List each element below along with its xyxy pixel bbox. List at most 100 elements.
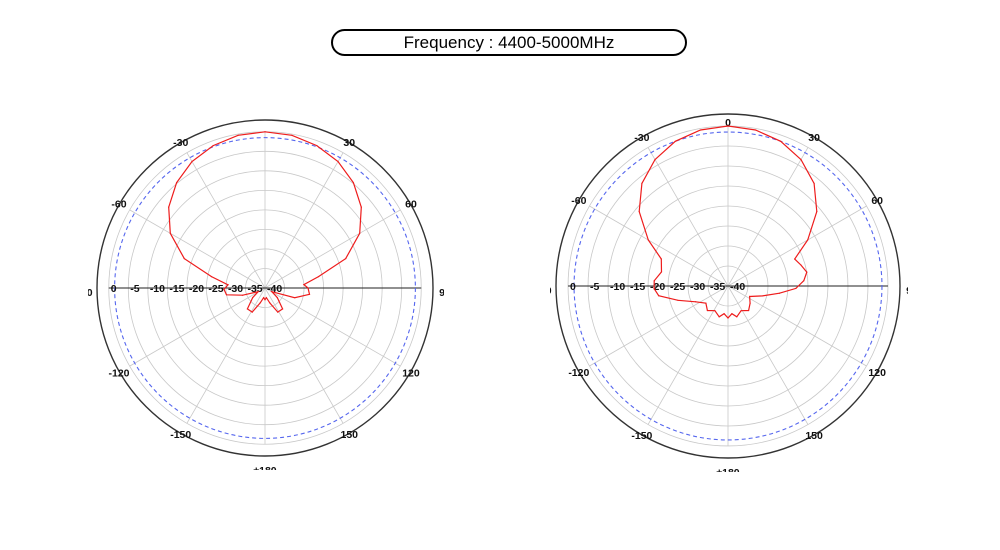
- pattern-data-point: [242, 294, 244, 296]
- pattern-data-point: [223, 288, 225, 291]
- polar-spoke: [589, 205, 729, 287]
- angle-tick-label: 60: [871, 195, 883, 207]
- polar-spoke: [727, 147, 809, 287]
- radial-tick-label: -15: [630, 281, 645, 293]
- pattern-data-point: [736, 316, 738, 318]
- polar-spoke: [186, 152, 266, 289]
- reference-dashed-ring: [114, 137, 416, 439]
- angle-tick-label: -150: [631, 430, 652, 442]
- pattern-data-point: [360, 206, 362, 208]
- polar-spoke: [647, 285, 729, 425]
- radiation-pattern-trace: [638, 125, 818, 319]
- pattern-data-point: [747, 309, 750, 312]
- pattern-data-point: [281, 308, 284, 310]
- radial-tick-label: -40: [730, 281, 745, 293]
- angle-tick-label: 30: [343, 137, 355, 149]
- angle-tick-label: -60: [571, 195, 586, 207]
- pattern-data-point: [695, 301, 697, 303]
- pattern-data-point: [183, 258, 185, 260]
- pattern-data-point: [714, 310, 716, 312]
- pattern-data-point: [807, 239, 809, 241]
- pattern-data-point: [800, 158, 802, 161]
- pattern-data-point: [778, 292, 781, 294]
- pattern-data-point: [754, 129, 757, 131]
- pattern-data-point: [276, 297, 278, 299]
- pattern-data-point: [748, 295, 751, 298]
- radial-tick-label: -30: [228, 283, 243, 295]
- angle-tick-label: -90: [550, 285, 552, 297]
- pattern-data-point: [210, 276, 213, 278]
- pattern-data-point: [337, 160, 339, 163]
- pattern-data-point: [816, 210, 818, 213]
- pattern-data-point: [795, 287, 797, 289]
- pattern-data-point: [718, 316, 720, 318]
- pattern-data-point: [265, 297, 267, 299]
- pattern-data-point: [727, 317, 729, 319]
- pattern-data-point: [168, 206, 170, 208]
- angle-tick-label: 150: [341, 429, 359, 441]
- angle-tick-label: -30: [634, 132, 649, 144]
- pattern-data-point: [316, 144, 318, 147]
- polar-spoke: [186, 287, 266, 424]
- angle-tick-label: ±180: [253, 465, 276, 470]
- radial-tick-label: -25: [670, 281, 685, 293]
- angle-tick-label: -90: [88, 287, 93, 299]
- radial-tick-label: -35: [247, 283, 262, 295]
- pattern-data-point: [212, 144, 214, 147]
- pattern-data-point: [677, 299, 679, 301]
- pattern-data-point: [294, 297, 296, 299]
- pattern-data-point: [251, 311, 253, 313]
- polar-outer-ring: [555, 113, 901, 459]
- pattern-data-point: [352, 182, 354, 184]
- polar-spoke: [264, 209, 401, 289]
- pattern-data-point: [638, 210, 640, 213]
- polar-spoke: [647, 147, 729, 287]
- angle-tick-label: -120: [568, 367, 589, 379]
- pattern-data-point: [727, 125, 729, 127]
- angle-tick-label: 90: [439, 287, 444, 299]
- pattern-data-point: [227, 284, 229, 286]
- angle-tick-label: 90: [906, 285, 908, 297]
- pattern-data-point: [264, 131, 266, 133]
- polar-chart-left: 0 -5 -10 -15 -20 -25 -30 -35 -40 -30 30 -60 60 -90 90 -…: [88, 119, 444, 470]
- angle-tick-label: 30: [808, 132, 820, 144]
- pattern-data-point: [308, 293, 311, 295]
- pattern-data-point: [317, 276, 320, 278]
- pattern-data-point: [803, 280, 805, 282]
- pattern-data-point: [269, 302, 271, 304]
- pattern-data-point: [246, 308, 249, 310]
- frequency-title: Frequency : 4400-5000MHz: [331, 29, 687, 56]
- polar-spoke: [727, 285, 867, 367]
- angle-tick-label: 60: [405, 199, 417, 211]
- angle-tick-label: ±180: [716, 467, 739, 472]
- pattern-data-point: [176, 182, 178, 184]
- pattern-data-point: [252, 297, 254, 299]
- pattern-data-point: [813, 182, 815, 184]
- radial-tick-label: -20: [189, 283, 204, 295]
- pattern-data-point: [257, 291, 259, 293]
- pattern-data-point: [660, 258, 662, 260]
- polar-spoke: [264, 287, 344, 424]
- frequency-title-text: Frequency : 4400-5000MHz: [403, 32, 615, 52]
- angle-tick-label: 120: [868, 367, 886, 379]
- radial-tick-label: -5: [130, 283, 139, 295]
- radial-tick-label: -35: [710, 281, 725, 293]
- radial-tick-label: -40: [267, 283, 282, 295]
- radial-tick-label: -10: [150, 283, 165, 295]
- radial-tick-label: 0: [111, 283, 117, 295]
- pattern-data-point: [169, 232, 171, 234]
- radial-tick-label: -10: [610, 281, 625, 293]
- pattern-data-point: [237, 134, 239, 136]
- reference-dashed-ring: [573, 131, 883, 441]
- pattern-data-point: [263, 297, 265, 299]
- radial-tick-label: -20: [650, 281, 665, 293]
- radial-tick-label: -15: [169, 283, 184, 295]
- polar-spoke: [589, 285, 729, 367]
- pattern-data-point: [647, 239, 649, 241]
- pattern-data-point: [658, 295, 660, 297]
- pattern-data-point: [359, 232, 361, 234]
- pattern-data-point: [794, 258, 796, 260]
- polar-spoke: [264, 287, 401, 367]
- angle-tick-label: -120: [109, 367, 130, 379]
- pattern-data-point: [706, 309, 709, 312]
